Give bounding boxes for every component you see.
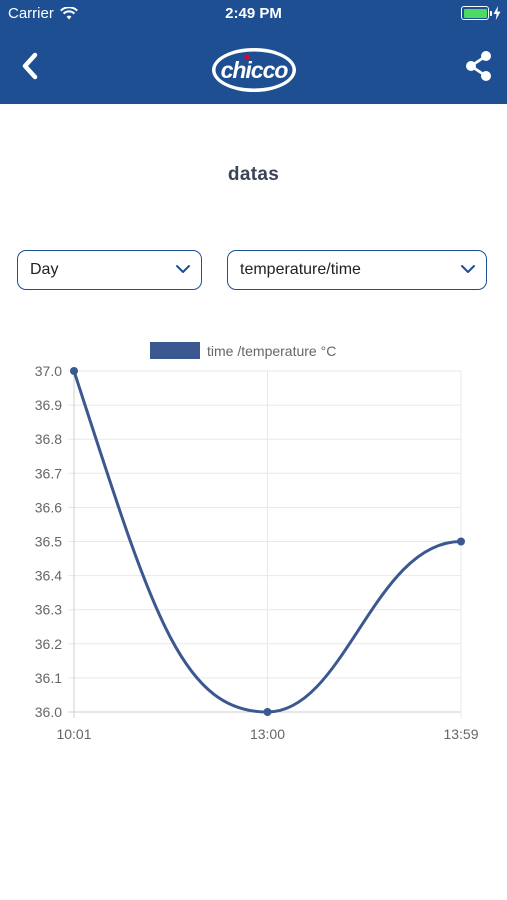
legend-label: time /temperature °C [207, 343, 336, 359]
y-tick-label: 36.2 [35, 636, 62, 652]
chevron-down-icon [176, 265, 190, 273]
chevron-left-icon [22, 52, 38, 80]
y-tick-label: 36.0 [35, 704, 62, 720]
status-right [461, 6, 501, 20]
y-tick-label: 36.9 [35, 397, 62, 413]
page-title: datas [227, 164, 280, 185]
status-bar: Carrier 2:49 PM [0, 0, 507, 28]
wifi-icon [59, 7, 78, 20]
temperature-chart: 37.0 36.9 36.8 36.7 36.6 36.5 36.4 36.3 36.2 36.1… [35, 342, 479, 742]
app-header: Carrier 2:49 PM [0, 0, 507, 104]
y-tick-label: 36.8 [35, 431, 62, 447]
x-axis-ticks: 10:01 13:00 13:59 [56, 726, 478, 742]
share-button[interactable] [459, 46, 499, 86]
y-axis-ticks: 37.0 36.9 36.8 36.7 36.6 36.5 36.4 36.3 36.2 36.1… [35, 363, 62, 720]
metric-select-value: temperature/time [240, 261, 361, 278]
y-tick-label: 36.3 [35, 602, 62, 618]
chevron-down-icon [461, 265, 475, 273]
y-tick-label: 36.7 [35, 465, 62, 481]
data-point [457, 537, 465, 546]
y-tick-label: 36.5 [35, 534, 62, 550]
nav-bar: chicco [0, 28, 507, 104]
y-tick-label: 36.6 [35, 499, 62, 515]
battery-tip [489, 10, 492, 16]
chart-series [70, 367, 465, 716]
data-point [70, 367, 78, 375]
y-tick-label: 36.4 [35, 568, 62, 584]
svg-text:chicco: chicco [221, 57, 289, 83]
carrier-label: Carrier [8, 5, 54, 22]
chart-legend: time /temperature °C [150, 342, 336, 359]
x-tick-label: 13:59 [443, 726, 478, 742]
x-tick-label: 13:00 [250, 726, 285, 742]
chart-grid [68, 370, 462, 718]
period-select[interactable]: Day [17, 250, 202, 290]
x-tick-label: 10:01 [56, 726, 91, 742]
back-button[interactable] [10, 46, 50, 86]
battery-fill [463, 8, 487, 18]
y-tick-label: 37.0 [35, 363, 62, 379]
battery-icon [461, 6, 492, 20]
share-icon [466, 51, 491, 81]
charging-bolt-icon [493, 6, 501, 20]
status-time: 2:49 PM [225, 5, 282, 22]
legend-swatch [150, 342, 200, 359]
series-line [72, 370, 462, 714]
metric-select[interactable]: temperature/time [227, 250, 487, 290]
chicco-logo: chicco [212, 48, 296, 92]
period-select-value: Day [30, 261, 59, 278]
status-carrier: Carrier [8, 5, 78, 22]
data-point [263, 708, 272, 716]
y-tick-label: 36.1 [35, 670, 62, 686]
